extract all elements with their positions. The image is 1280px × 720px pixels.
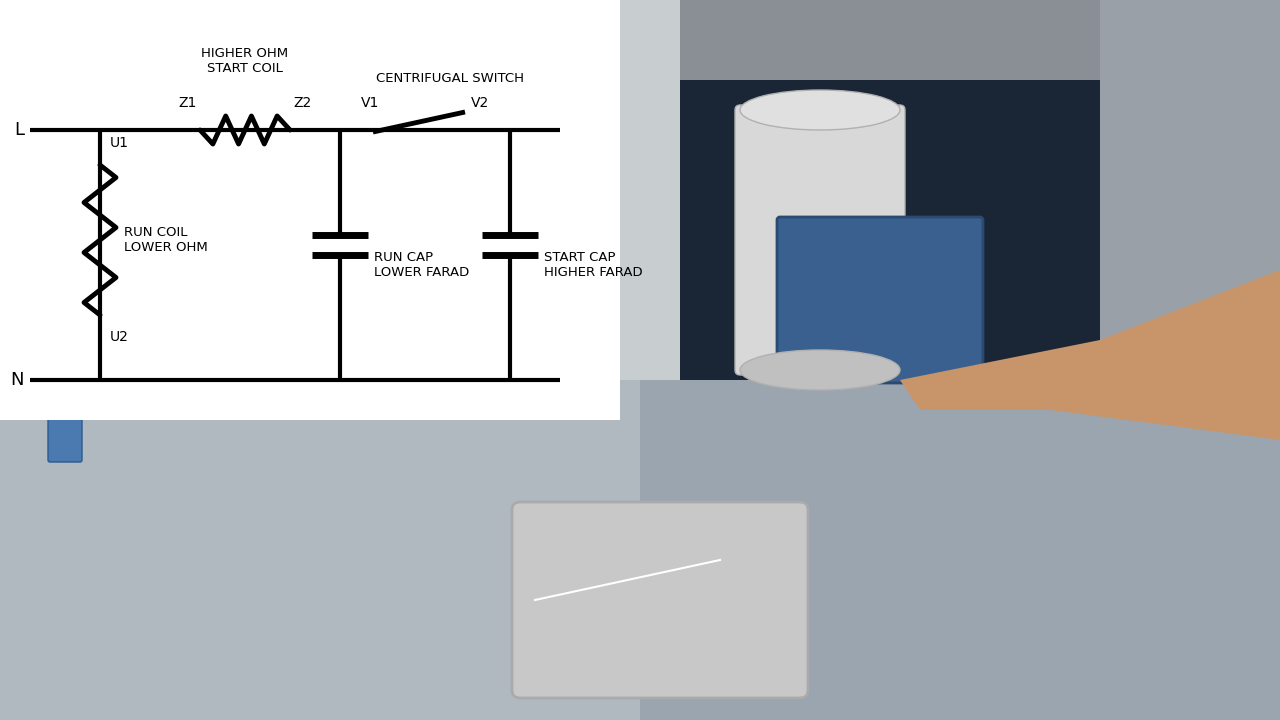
Bar	[0, 0, 680, 380]
Bar	[0, 380, 1280, 720]
Ellipse shape	[740, 350, 900, 390]
Text: Z2: Z2	[293, 96, 311, 110]
Text: U2: U2	[110, 330, 129, 344]
Text: HIGHER OHM
START COIL: HIGHER OHM START COIL	[201, 47, 288, 75]
Text: RUN COIL
LOWER OHM: RUN COIL LOWER OHM	[124, 226, 207, 254]
Text: RUN CAP
LOWER FARAD: RUN CAP LOWER FARAD	[374, 251, 470, 279]
Text: V2: V2	[471, 96, 489, 110]
Text: L: L	[14, 121, 24, 139]
FancyBboxPatch shape	[735, 105, 905, 375]
Bar	[680, 0, 1280, 390]
Bar	[0, 0, 620, 420]
FancyBboxPatch shape	[777, 217, 983, 383]
FancyBboxPatch shape	[512, 502, 808, 698]
Text: V1: V1	[361, 96, 379, 110]
Bar	[640, 0, 1280, 80]
Text: CENTRIFUGAL SWITCH: CENTRIFUGAL SWITCH	[376, 72, 524, 85]
Text: Z1: Z1	[179, 96, 197, 110]
FancyBboxPatch shape	[49, 358, 82, 462]
Polygon shape	[900, 270, 1280, 440]
Bar	[1100, 0, 1280, 720]
Ellipse shape	[740, 90, 900, 130]
Text: N: N	[10, 371, 24, 389]
Text: START CAP
HIGHER FARAD: START CAP HIGHER FARAD	[544, 251, 643, 279]
Bar	[0, 380, 640, 720]
Text: U1: U1	[110, 136, 129, 150]
